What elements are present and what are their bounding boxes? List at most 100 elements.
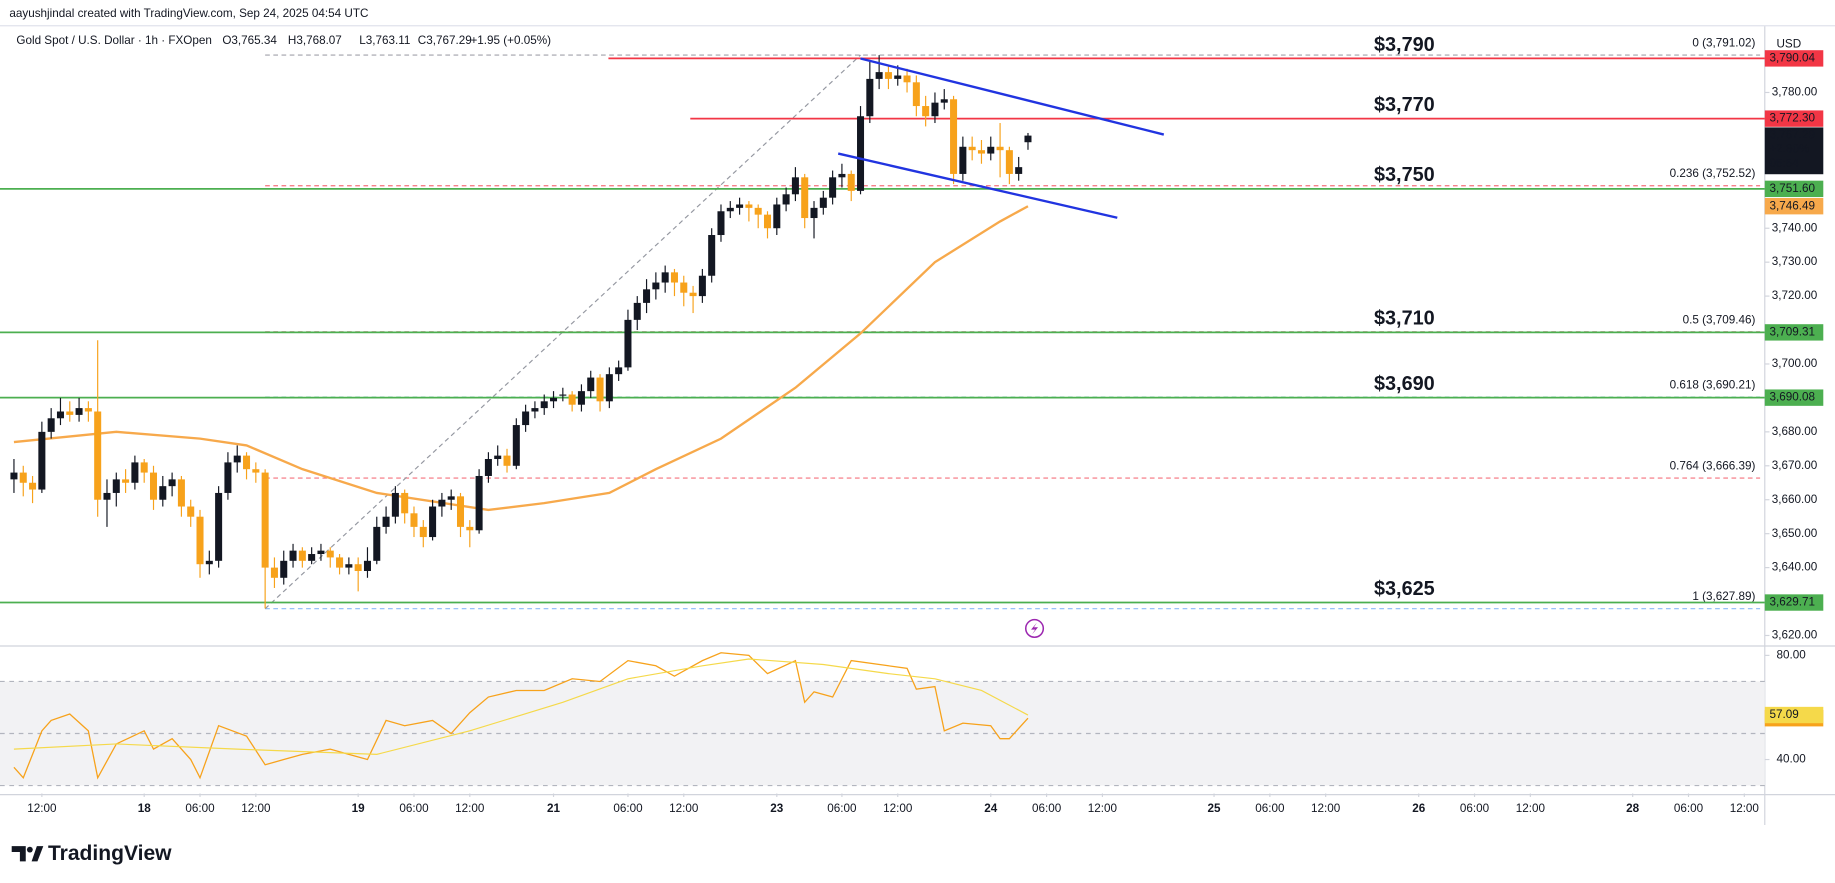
fib-label: 1 (3,627.89) [1692,590,1755,603]
footer-brand: TradingView [48,842,172,865]
candle-body [829,177,837,198]
x-tick-label: 12:00 [455,802,485,815]
level-annotation: $3,625 [1374,578,1435,600]
candle-body [996,146,1004,151]
candle-body [531,408,539,412]
fib-label: 0.5 (3,709.46) [1683,313,1756,326]
author-line: aayushjindal created with TradingView.co… [9,7,368,20]
x-tick-label: 23 [770,802,784,815]
candle-body [633,302,641,320]
x-tick-label: 24 [984,802,998,815]
level-tag-label: 3,690.08 [1769,391,1815,404]
candle-body [940,99,948,103]
candle-body [382,516,390,527]
level-tag [1764,389,1824,406]
candle-body [754,207,762,215]
x-tick-label: 12:00 [669,802,699,815]
x-tick-label: 06:00 [185,802,215,815]
x-tick-label: 06:00 [1032,802,1062,815]
x-tick-label: 12:00 [1516,802,1546,815]
candle-body [959,146,967,174]
candle-body [363,560,371,572]
x-tick-label: 25 [1208,802,1221,815]
candle-body [903,75,911,83]
candle-body [568,394,576,405]
y-tick-label: 3,670.00 [1772,459,1818,472]
y-tick-label: 3,700.00 [1772,357,1818,370]
ma-line [13,205,1029,512]
current-price-tag [1764,127,1824,175]
candle-body [1024,135,1032,143]
level-tag [1764,50,1824,67]
level-tag-label: 3,790.04 [1769,51,1815,64]
candle-body [243,455,251,470]
candle-body [810,207,818,219]
candle-body [1005,150,1013,174]
candle-body [75,408,83,415]
candle-body [736,204,744,208]
level-annotation: $3,790 [1374,34,1435,56]
candle-body [745,204,753,208]
currency: USD [1776,38,1801,51]
rsi-tag [1764,706,1824,724]
level-tag [1764,324,1824,341]
candle-body [559,394,567,396]
candle-body [791,177,799,195]
y-tick-label: 3,780.00 [1772,86,1818,99]
candle-body [298,550,306,561]
x-tick-label: 12:00 [27,802,57,815]
rsi-tick-label: 80.00 [1776,648,1806,661]
candle-body [149,472,158,500]
candle-body [847,173,855,191]
level-tag [1764,180,1824,198]
candle-body [410,513,418,527]
x-tick-label: 28 [1626,802,1639,815]
low-text: L3,763.11 [359,34,410,47]
level-annotation: $3,690 [1374,373,1435,395]
ma-tag [1764,198,1824,215]
candle-body [280,560,288,578]
candle-body [977,150,985,154]
candle-body [19,472,27,483]
x-tick-label: 06:00 [613,802,643,815]
candle-body [354,564,362,572]
candle-body [373,526,381,561]
candle-body [950,99,958,174]
x-tick-label: 06:00 [1255,802,1285,815]
candle-body [326,550,334,558]
y-tick-label: 3,620.00 [1772,629,1818,642]
level-annotation: $3,770 [1374,94,1435,116]
candle-body [401,492,409,514]
candle-body [252,469,260,473]
candle-body [512,425,520,466]
rsi-line [13,652,1029,780]
candle-body [615,367,623,375]
candle-body [419,526,427,538]
candle-body [819,197,827,208]
level-tag-label: 3,629.71 [1769,596,1815,609]
candle-body [773,204,781,229]
candle-body [698,275,706,297]
candle-body [968,146,976,151]
candle-body [429,506,437,538]
candle-body [224,462,232,493]
x-tick-label: 26 [1412,802,1425,815]
candle-body [112,479,120,493]
candle-body [866,78,874,117]
current-price-label: 3,767.29 [1769,129,1815,142]
candle-body [782,194,790,205]
high-text: H3,768.07 [288,34,342,47]
x-tick-label: 06:00 [1674,802,1704,815]
candle-body [466,526,474,531]
candle-body [838,173,846,178]
trendline [837,152,1118,219]
candle-body [587,377,595,392]
y-tick-label: 3,740.00 [1772,221,1818,234]
x-tick-label: 19 [352,802,366,815]
candle-body [215,492,223,561]
y-tick-label: 3,730.00 [1772,255,1818,268]
candle-body [726,207,734,212]
candle-body [577,391,585,405]
current-change: +2.80% [1769,143,1809,156]
